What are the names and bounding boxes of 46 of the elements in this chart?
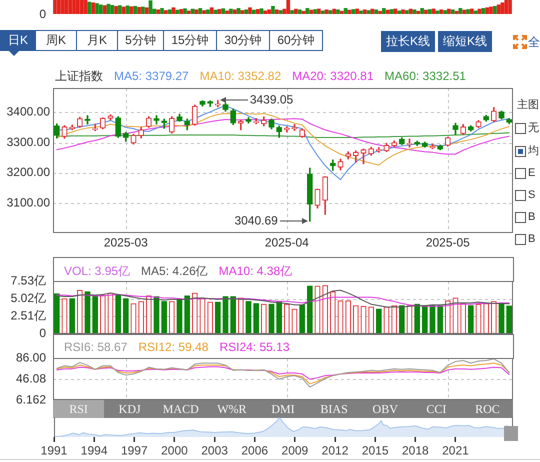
text: 无	[528, 122, 539, 135]
y-tick-label: 46.08	[16, 372, 46, 386]
x-tick-label: 2015	[362, 444, 389, 458]
y-tick-label: 7.53亿	[10, 273, 46, 288]
text: MA20: 3320.81	[292, 69, 374, 83]
annotation: 3040.69	[234, 214, 278, 228]
x-tick-label: 1994	[80, 444, 108, 458]
x-tick-label: 2025-04	[264, 236, 310, 250]
series-label: MA10: 4.38亿	[218, 264, 292, 278]
y-tick-label: 3100.00	[6, 196, 50, 210]
series-label: RSI6: 58.67	[64, 340, 128, 354]
series-label: RSI12: 59.48	[138, 340, 208, 354]
text: 全	[528, 35, 540, 49]
text: MA5: 3379.27	[114, 69, 189, 83]
chart-title: 上证指数	[55, 69, 103, 83]
x-tick-label: 2006	[241, 444, 268, 458]
text: E	[528, 167, 536, 180]
x-tick-label: 2025-03	[104, 236, 148, 250]
y-tick-label: 2.51亿	[10, 308, 46, 322]
text: B	[528, 211, 536, 224]
x-tick-label: 1997	[120, 444, 148, 458]
y-tick-label: 3400.00	[6, 104, 50, 119]
x-tick-label: 2009	[282, 444, 309, 458]
y-tick-label: 3300.00	[6, 134, 50, 149]
y-tick-label: 6.162	[16, 392, 46, 406]
annotation: 3439.05	[250, 92, 294, 107]
text: MA10: 3352.82	[200, 69, 282, 83]
series-label: MA5: 4.26亿	[141, 264, 208, 278]
text: B	[528, 233, 536, 246]
chart-title: VOL: 3.95亿	[64, 264, 130, 278]
text: MA60: 3332.51	[384, 69, 466, 83]
x-tick-label: 2018	[402, 444, 429, 458]
y-tick-label: 0	[39, 326, 46, 340]
x-tick-label: 2003	[201, 444, 228, 458]
x-tick-label: 2025-05	[426, 236, 470, 250]
series-label: RSI24: 55.13	[219, 340, 290, 354]
x-tick-label: 2012	[322, 444, 349, 458]
x-tick-label: 2000	[161, 444, 188, 458]
x-tick-label: 2021	[442, 444, 470, 458]
x-tick-label: 1991	[40, 444, 68, 458]
y-tick-label: 5.02亿	[10, 290, 46, 305]
text: S	[528, 189, 536, 202]
text: 主图	[517, 99, 539, 112]
text: 均	[528, 145, 539, 158]
y-tick-label: 3200.00	[6, 165, 50, 180]
y-tick-label: 86.00	[16, 350, 46, 365]
